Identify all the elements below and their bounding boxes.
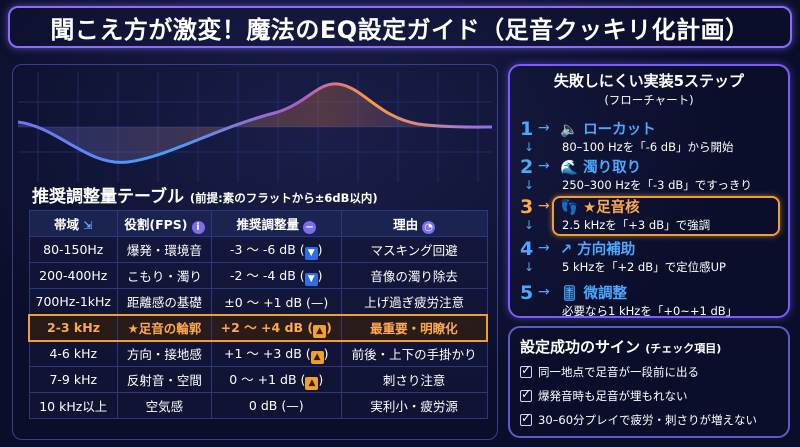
band-cell: 700Hz-1kHz	[28, 288, 118, 315]
recommendation-table: 帯域 ⇲ 役割(FPS) i 推奨調整量 − 理由 ◔ 80-150Hz 爆発・環境音 -…	[28, 210, 488, 419]
step-description: 250–300 Hzを「-3 dB」ですっきり	[562, 178, 752, 192]
table-row: 80-150Hz 爆発・環境音 -3 〜 -6 dB (▼) マスキング回避	[28, 236, 488, 263]
checklist-item: 爆発音時も足音が埋もれない	[520, 387, 688, 404]
adj-cell: +2 〜 +4 dB (▲)	[210, 313, 342, 342]
step-number: 4	[520, 238, 534, 260]
role-cell: 空気感	[117, 392, 212, 419]
checklist-item: 同一地点で足音が一段前に出る	[520, 363, 699, 380]
header-role: 役割(FPS) i	[117, 210, 212, 237]
checkbox-icon	[520, 411, 532, 426]
checklist-item: 30–60分プレイで疲労・刺さりが増えない	[520, 411, 757, 428]
minus-icon: −	[303, 220, 317, 234]
band-cell: 200-400Hz	[28, 262, 118, 289]
up-arrow-icon: ▲	[305, 377, 319, 390]
gauge-icon: ◔	[422, 220, 436, 234]
band-cell: 4-6 kHz	[28, 340, 118, 367]
checkbox-icon	[520, 363, 532, 378]
arrow-right-icon: →	[538, 198, 550, 214]
table-header-row: 帯域 ⇲ 役割(FPS) i 推奨調整量 − 理由 ◔	[28, 210, 488, 237]
adj-cell: -3 〜 -6 dB (▼)	[210, 236, 342, 263]
header-band: 帯域 ⇲	[28, 210, 118, 237]
step-heading: 🔈 ローカット	[560, 122, 656, 138]
table-row: 200-400Hz こもり・濁り -2 〜 -4 dB (▼) 音像の濁り除去	[28, 262, 488, 289]
step-heading: 🌊 濁り取り	[560, 160, 642, 176]
step-3-highlight	[552, 196, 780, 236]
band-cell: 7-9 kHz	[28, 366, 118, 393]
reason-cell: 音像の濁り除去	[340, 262, 488, 289]
table-title: 推奨調整量テーブル (前提:素のフラットから±6dB以内)	[32, 182, 378, 207]
role-cell: ★足音の輪郭	[117, 313, 212, 342]
table-subtitle: (前提:素のフラットから±6dB以内)	[189, 191, 378, 205]
band-cell: 80-150Hz	[28, 236, 118, 263]
adj-cell: -2 〜 -4 dB (▼)	[210, 262, 342, 289]
adj-cell: 0 〜 +1 dB (▲)	[210, 366, 342, 393]
up-arrow-icon: ▲	[313, 325, 327, 338]
role-cell: 反射音・空間	[117, 366, 212, 393]
role-cell: 爆発・環境音	[117, 236, 212, 263]
reason-cell: 刺さり注意	[340, 366, 488, 393]
table-row: 2-3 kHz ★足音の輪郭 +2 〜 +4 dB (▲) 最重要・明瞭化	[28, 313, 488, 342]
flat-icon: (—)	[281, 398, 304, 413]
eq-table-panel	[12, 64, 498, 440]
reason-cell: 実利小・疲労源	[340, 392, 488, 419]
reason-cell: マスキング回避	[340, 236, 488, 263]
adj-cell: +1 〜 +3 dB (▲)	[210, 340, 342, 367]
arrow-right-icon: →	[538, 120, 550, 136]
arrow-down-icon: ↓	[524, 140, 535, 154]
adj-cell: ±0 〜 +1 dB (—)	[210, 288, 342, 315]
header-adj: 推奨調整量 −	[210, 210, 342, 237]
step-heading: ↗ 方向補助	[560, 242, 636, 258]
step-number: 5	[520, 282, 534, 304]
arrow-right-icon: →	[538, 284, 550, 300]
arrow-right-icon: →	[538, 158, 550, 174]
table-row: 10 kHz以上 空気感 0 dB (—) 実利小・疲労源	[28, 392, 488, 419]
arrow-down-icon: ↓	[524, 218, 535, 232]
page-title: 聞こえ方が激変！魔法のEQ設定ガイド（足音クッキリ化計画）	[8, 6, 792, 48]
signs-title: 設定成功のサイン (チェック項目)	[520, 338, 722, 356]
role-cell: こもり・濁り	[117, 262, 212, 289]
down-arrow-icon: ▼	[304, 247, 318, 260]
band-cell: 2-3 kHz	[28, 313, 118, 342]
step-heading: 🎚 微調整	[560, 286, 627, 302]
step-description: 5 kHzを「+2 dB」で定位感UP	[562, 260, 726, 274]
role-cell: 方向・接地感	[117, 340, 212, 367]
reason-cell: 上げ過ぎ疲労注意	[340, 288, 488, 315]
info-icon: i	[191, 220, 205, 234]
step-description: 2.5 kHzを「+3 dB」で強調	[562, 218, 711, 232]
steps-title: 失敗しにくい実装5ステップ	[553, 72, 745, 90]
table-row: 7-9 kHz 反射音・空間 0 〜 +1 dB (▲) 刺さり注意	[28, 366, 488, 393]
step-description: 必要なら1 kHzを「+0~+1 dB」	[562, 304, 738, 318]
success-signs-panel	[508, 326, 790, 438]
table-title-text: 推奨調整量テーブル	[32, 187, 184, 207]
checkbox-icon	[520, 387, 532, 402]
step-number: 3	[520, 196, 534, 218]
steps-subtitle: (フローチャート)	[604, 93, 694, 107]
eq-curve-graph	[18, 72, 492, 182]
step-number: 2	[520, 156, 534, 178]
down-arrow-icon: ▼	[304, 273, 318, 286]
up-arrow-icon: ▲	[310, 351, 324, 365]
step-number: 1	[520, 118, 534, 140]
step-heading: 👣 ★足音核	[560, 200, 640, 216]
reason-cell: 前後・上下の手掛かり	[340, 340, 488, 367]
role-cell: 距離感の基礎	[117, 288, 212, 315]
sort-icon: ⇲	[83, 219, 93, 232]
steps-panel	[508, 64, 790, 318]
band-cell: 10 kHz以上	[28, 392, 118, 419]
flat-icon: (—)	[306, 294, 329, 310]
arrow-down-icon: ↓	[524, 178, 535, 192]
arrow-right-icon: →	[538, 240, 550, 256]
header-reason: 理由 ◔	[340, 210, 488, 237]
reason-cell: 最重要・明瞭化	[340, 313, 488, 342]
table-row: 700Hz-1kHz 距離感の基礎 ±0 〜 +1 dB (—) 上げ過ぎ疲労注意	[28, 288, 488, 315]
table-row: 4-6 kHz 方向・接地感 +1 〜 +3 dB (▲) 前後・上下の手掛かり	[28, 340, 488, 367]
step-description: 80–100 Hzを「-6 dB」から開始	[562, 140, 734, 154]
adj-cell: 0 dB (—)	[210, 392, 342, 419]
arrow-down-icon: ↓	[524, 260, 535, 274]
